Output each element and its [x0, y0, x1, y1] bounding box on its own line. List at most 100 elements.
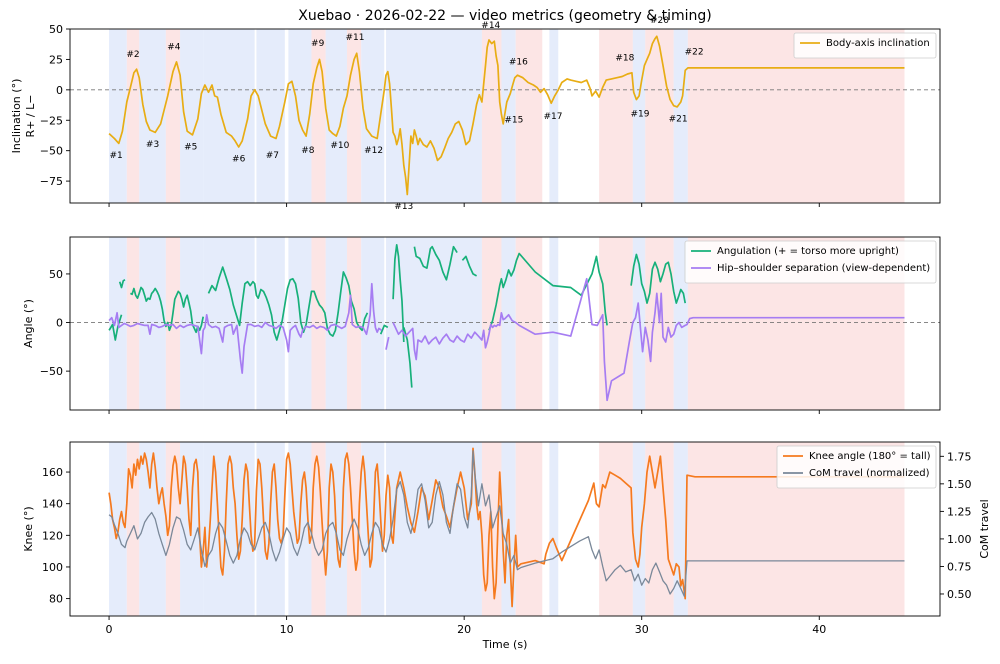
event-label: #19 — [630, 110, 649, 120]
event-span-blue — [288, 29, 312, 203]
y-tick-label: 0 — [56, 84, 63, 97]
event-span-blue — [203, 29, 255, 203]
y-tick-label: −25 — [40, 114, 63, 127]
legend-entry: CoM travel (normalized) — [809, 468, 930, 479]
y-tick-label: 160 — [42, 466, 63, 479]
series-line-hip-shoulder-separation-view-dependent — [385, 336, 390, 350]
legend-entry: Hip–shoulder separation (view-dependent) — [717, 263, 930, 274]
series-line-angulation-torso-more-upright — [413, 245, 458, 281]
series-line-hip-shoulder-separation-view-dependent — [392, 277, 905, 402]
event-span-blue — [139, 237, 166, 410]
event-span-red — [165, 237, 181, 410]
event-label: #18 — [615, 54, 634, 64]
y-axis-label: Knee (°) — [22, 506, 35, 551]
angle-panel: 50 0 −50 Angle (°) Angulation (+ = torso mor… — [22, 236, 941, 414]
event-span-blue — [109, 29, 127, 203]
event-label: #9 — [311, 39, 325, 49]
legend: Angulation (+ = torso more upright) Hip–s… — [684, 240, 937, 284]
series-line-angulation-torso-more-upright — [207, 266, 369, 341]
x-tick-label: 10 — [280, 623, 294, 636]
event-label: #6 — [232, 155, 246, 165]
event-span-blue — [549, 237, 559, 410]
legend-box — [776, 445, 937, 489]
event-span-blue — [139, 29, 166, 203]
event-span-red — [126, 237, 140, 410]
legend-box — [793, 32, 937, 59]
event-label: #12 — [364, 146, 383, 156]
y2-tick-label: 1.25 — [947, 505, 972, 518]
event-label: #8 — [301, 146, 315, 156]
event-span-blue — [501, 237, 516, 410]
event-span-blue — [549, 29, 559, 203]
event-label: #20 — [650, 16, 669, 26]
event-span-blue — [386, 237, 482, 410]
y2-tick-label: 1.50 — [947, 478, 972, 491]
series-line-angulation-torso-more-upright — [392, 243, 405, 343]
plot-frame — [69, 441, 941, 617]
y2-axis-label: CoM travel — [978, 499, 991, 558]
inclination-panel: #1 #2 #3 #4 #5 #6 #7 #8 #9 #10 #11 #12 #13 #14 #15 #16 #… — [10, 16, 941, 212]
event-label: #21 — [669, 114, 688, 124]
y-tick-label: −75 — [40, 175, 63, 188]
event-span-red — [515, 442, 543, 616]
event-label: #13 — [394, 202, 413, 212]
event-span-blue — [632, 29, 646, 203]
event-span-red — [311, 29, 326, 203]
legend-entry: Body-axis inclination — [826, 38, 930, 49]
series-line-angulation-torso-more-upright — [379, 324, 389, 335]
y-tick-label: 25 — [49, 53, 63, 66]
event-span-red — [346, 29, 362, 203]
y2-tick-label: 1.75 — [947, 450, 972, 463]
event-span-blue — [386, 29, 482, 203]
y-tick-label: 140 — [42, 498, 63, 511]
series-line-angulation-torso-more-upright — [118, 279, 126, 289]
y-axis-label: Inclination (°) — [10, 79, 23, 154]
series-line-angulation-torso-more-upright — [402, 327, 413, 388]
event-span-red — [599, 237, 633, 410]
event-span-red — [645, 29, 674, 203]
y-tick-label: −50 — [40, 145, 63, 158]
event-span-red — [311, 442, 326, 616]
y-tick-label: 0 — [56, 317, 63, 330]
x-tick-label: 40 — [812, 623, 826, 636]
plot-frame — [69, 28, 941, 204]
legend: Knee angle (180° = tall) CoM travel (norm… — [776, 445, 937, 489]
y-tick-label: −50 — [40, 365, 63, 378]
event-span-blue — [256, 29, 285, 203]
event-span-blue — [632, 442, 646, 616]
y-axis-label: R+ / L− — [24, 95, 37, 138]
event-label: #11 — [345, 33, 364, 43]
event-span-blue — [501, 29, 516, 203]
x-axis-label: Time (s) — [482, 638, 528, 651]
series-line-angulation-torso-more-upright — [461, 255, 478, 277]
event-span-blue — [139, 442, 166, 616]
event-label: #3 — [146, 140, 159, 150]
figure-title: Xuebao · 2026-02-22 — video metrics (geo… — [298, 8, 712, 24]
event-span-red — [599, 29, 633, 203]
event-span-blue — [361, 29, 385, 203]
event-span-blue — [256, 237, 285, 410]
event-span-red — [599, 442, 633, 616]
event-span-red — [311, 237, 326, 410]
event-label: #14 — [481, 21, 500, 31]
event-label: #22 — [685, 48, 704, 58]
knee-panel: 160 140 120 100 80 1.75 1.50 1.25 1.00 0.75 0.50 0 1… — [22, 441, 991, 651]
legend-entry: Angulation (+ = torso more upright) — [717, 246, 899, 257]
plot-frame — [69, 236, 941, 411]
event-span-red — [515, 29, 543, 203]
x-tick-label: 30 — [635, 623, 649, 636]
y2-tick-label: 0.50 — [947, 588, 972, 601]
event-span-red — [346, 237, 362, 410]
event-span-blue — [673, 237, 688, 410]
event-span-red — [515, 237, 543, 410]
x-tick-label: 20 — [457, 623, 471, 636]
event-label: #5 — [184, 142, 197, 152]
event-label: #16 — [509, 57, 528, 67]
event-label: #10 — [330, 141, 349, 151]
y-tick-label: 50 — [49, 268, 63, 281]
event-span-blue — [632, 237, 646, 410]
legend-box — [684, 240, 937, 284]
y-tick-label: 100 — [42, 561, 63, 574]
event-span-blue — [180, 29, 204, 203]
